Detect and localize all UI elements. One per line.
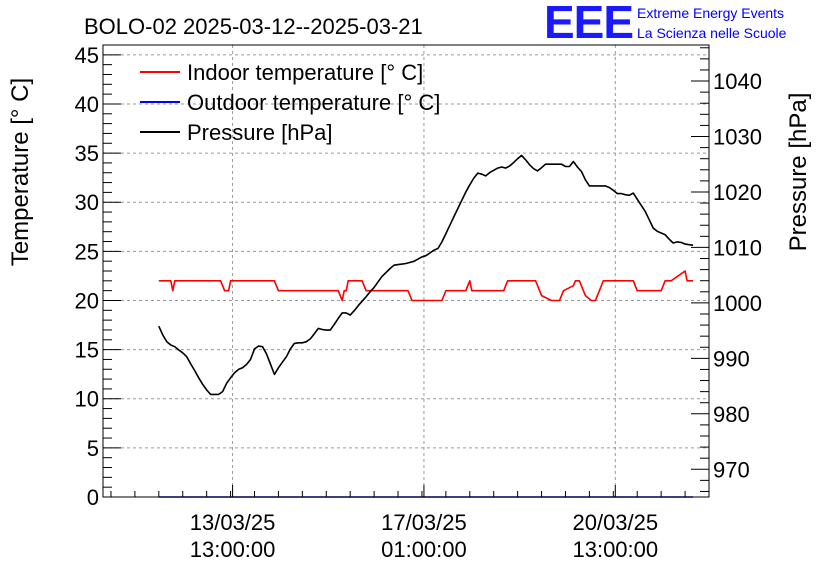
y-tick-label: 0 (87, 485, 99, 510)
y2-tick-label: 1040 (713, 69, 762, 94)
eee-logo: EEE Extreme Energy Events La Scienza nel… (544, 0, 787, 48)
chart-title: BOLO-02 2025-03-12--2025-03-21 (84, 14, 423, 39)
x-tick-label-date: 13/03/25 (190, 510, 276, 535)
legend: Indoor temperature [° C] Outdoor temperat… (140, 60, 440, 145)
y2-tick-label: 1030 (713, 125, 762, 150)
y-tick-label: 20 (75, 288, 99, 313)
y-tick-label: 25 (75, 239, 99, 264)
eee-logo-text: EEE (544, 0, 633, 48)
y2-tick-label: 1010 (713, 235, 762, 260)
y2-tick-label: 1020 (713, 180, 762, 205)
legend-label: Indoor temperature [° C] (187, 60, 423, 85)
y-tick-label: 10 (75, 387, 99, 412)
y-tick-label: 35 (75, 141, 99, 166)
y2-tick-label: 980 (713, 402, 750, 427)
y2-tick-label: 970 (713, 457, 750, 482)
y-tick-label: 15 (75, 338, 99, 363)
x-tick-label-date: 17/03/25 (381, 510, 467, 535)
y2-tick-label: 990 (713, 346, 750, 371)
y-tick-label: 40 (75, 92, 99, 117)
org-name-line2: La Scienza nelle Scuole (637, 25, 787, 41)
grid (103, 45, 709, 497)
y-tick-label: 5 (87, 436, 99, 461)
y-tick-label: 45 (75, 43, 99, 68)
x-tick-label-time: 01:00:00 (381, 537, 467, 562)
org-name-line1: Extreme Energy Events (637, 5, 784, 21)
y-tick-label: 30 (75, 190, 99, 215)
y2-axis-label: Pressure [hPa] (785, 93, 812, 252)
y2-tick-label: 1000 (713, 291, 762, 316)
series-indoor-temperature (158, 270, 694, 302)
x-tick-label-time: 13:00:00 (190, 537, 276, 562)
y-axis-label: Temperature [° C] (7, 78, 34, 266)
axes: 0 5 10 15 20 25 30 35 40 45 970 980 990 1000 1010 1020 1… (75, 43, 762, 562)
legend-label: Pressure [hPa] (187, 120, 333, 145)
legend-label: Outdoor temperature [° C] (187, 90, 440, 115)
x-tick-label-date: 20/03/25 (572, 510, 658, 535)
x-tick-label-time: 13:00:00 (572, 537, 658, 562)
series-pressure (158, 154, 694, 396)
